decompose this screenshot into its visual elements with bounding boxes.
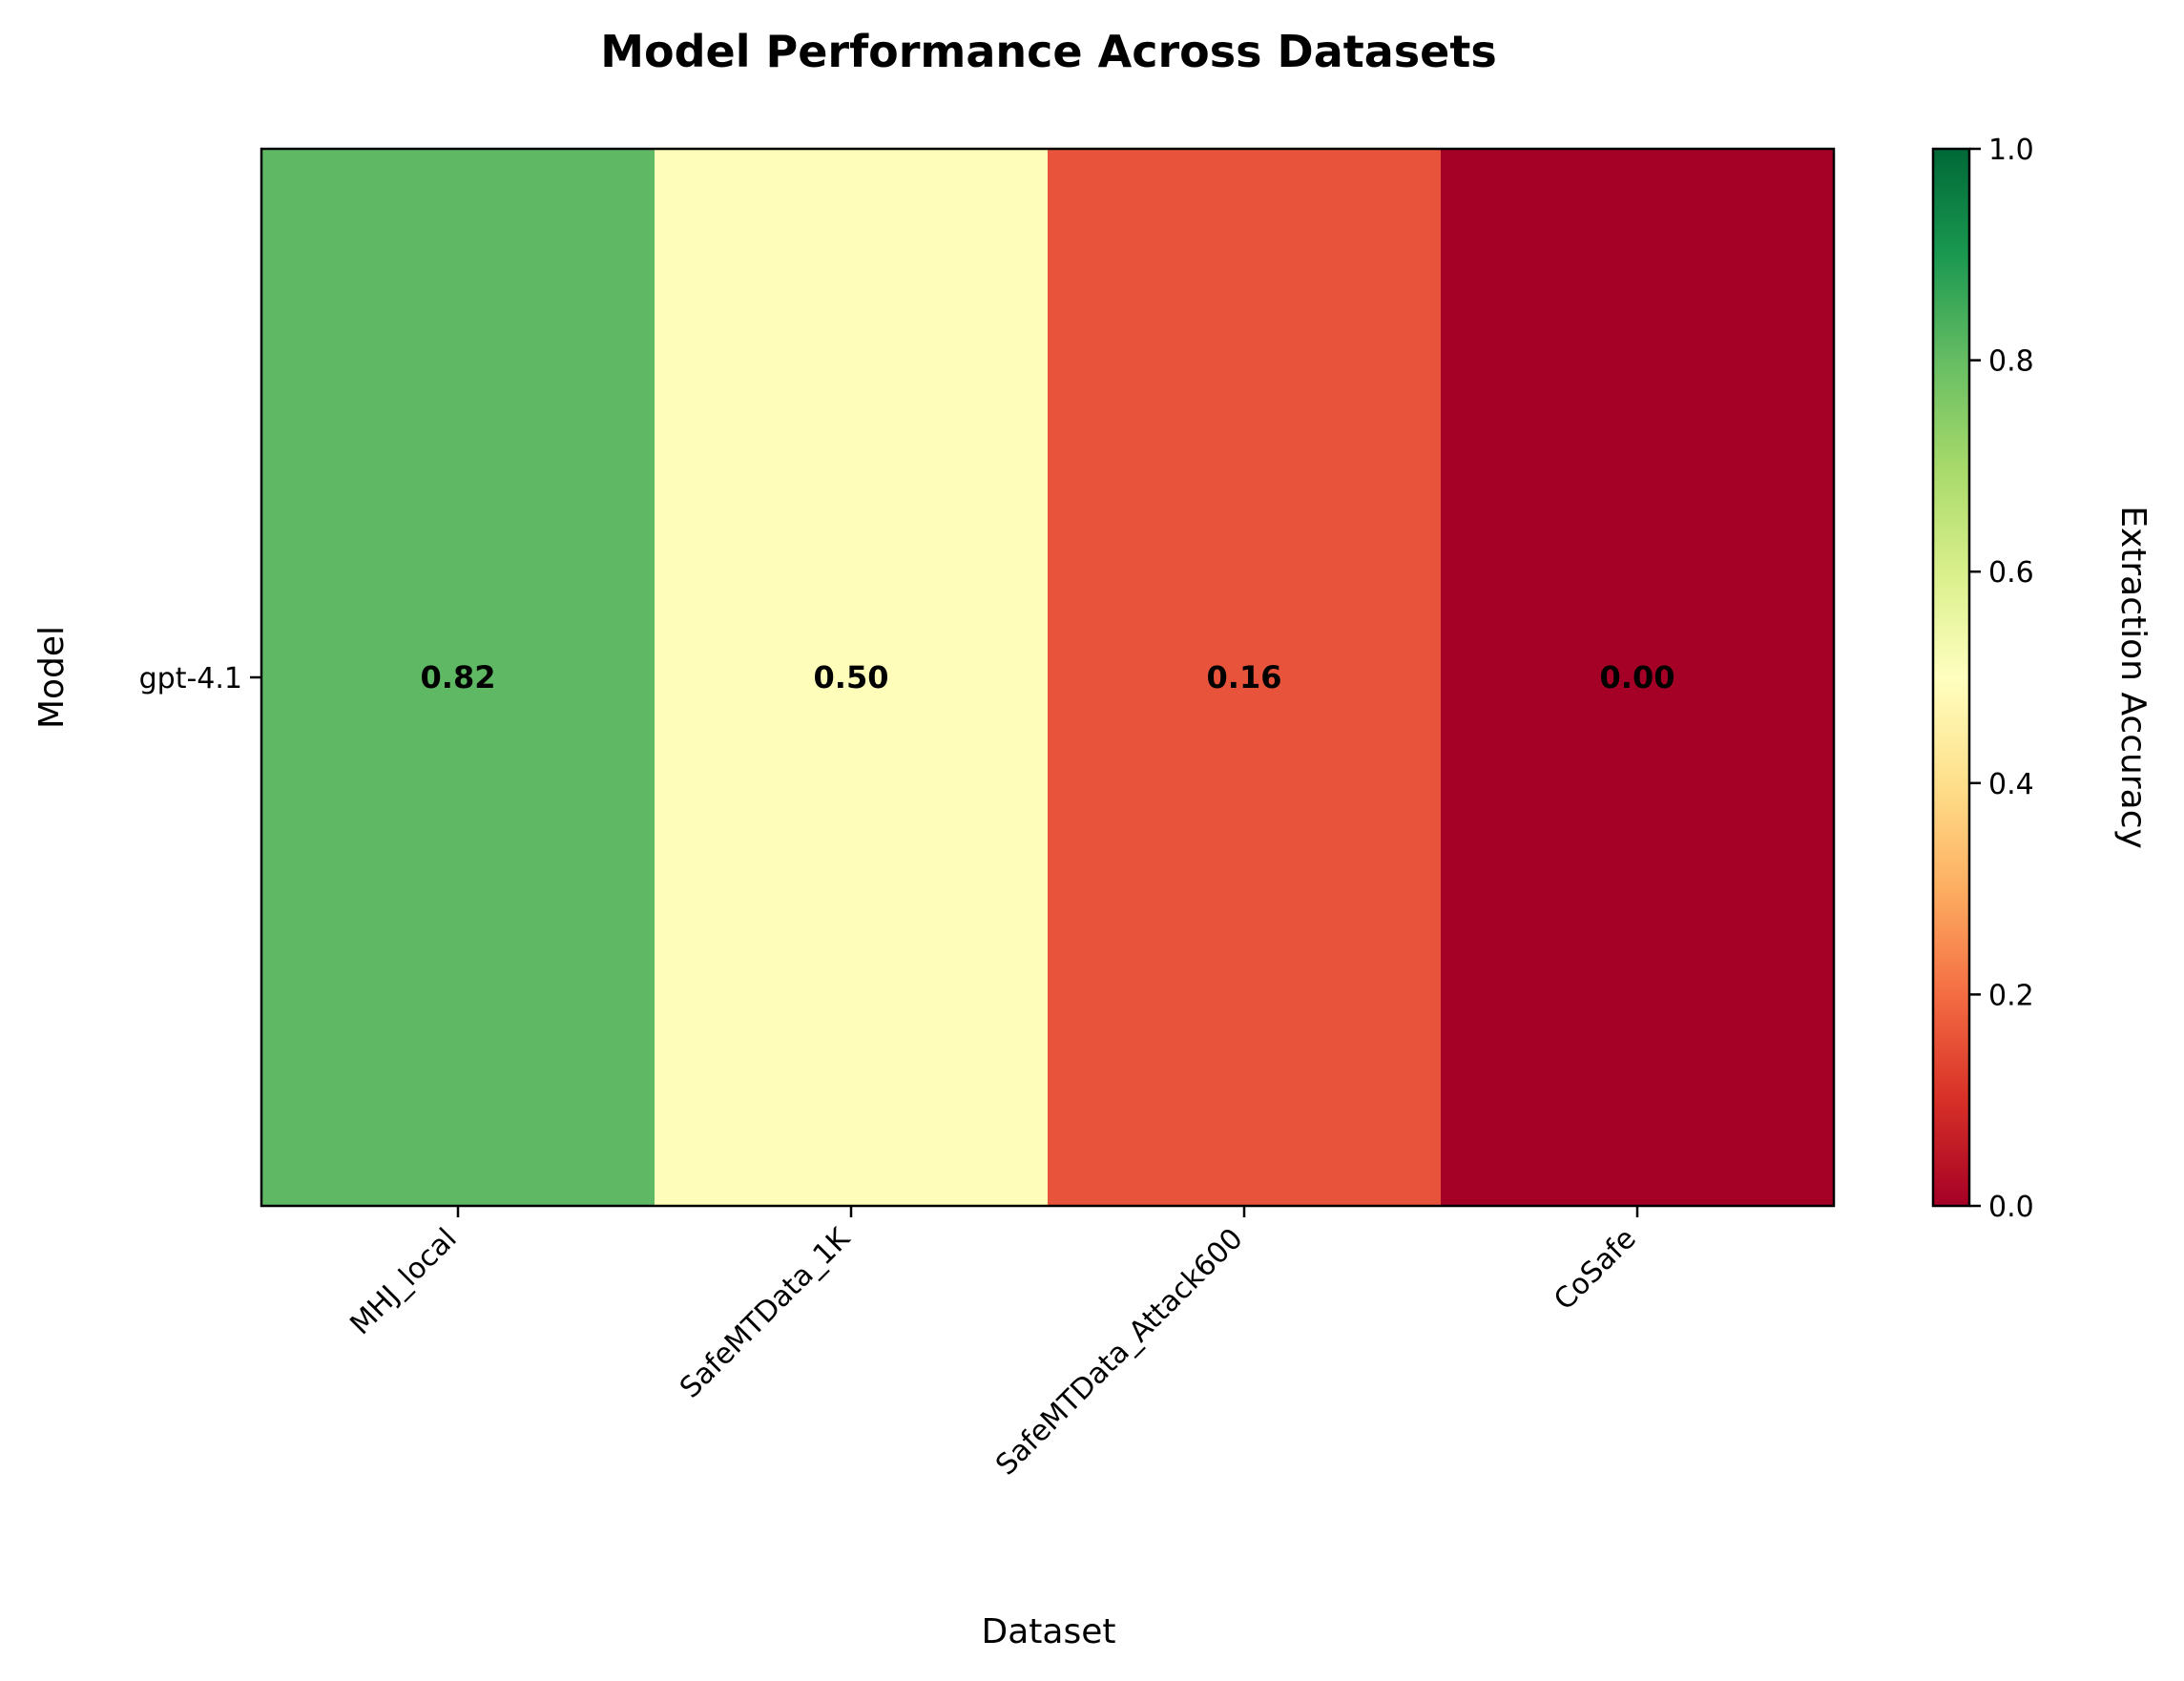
heatmap-cell bbox=[261, 149, 655, 1206]
cell-value-label: 0.50 bbox=[814, 659, 889, 695]
heatmap-cell bbox=[655, 149, 1049, 1206]
colorbar-tick-label: 0.2 bbox=[1988, 979, 2034, 1012]
cell-value-label: 0.00 bbox=[1600, 659, 1675, 695]
x-tick-label: CoSafe bbox=[1548, 1222, 1643, 1318]
heatmap-cell bbox=[1441, 149, 1835, 1206]
y-axis-ticks: gpt-4.1 bbox=[139, 662, 261, 695]
heatmap-cells bbox=[261, 149, 1835, 1206]
colorbar-tick-label: 0.0 bbox=[1988, 1191, 2034, 1224]
colorbar-tick-label: 0.8 bbox=[1988, 345, 2034, 379]
cell-value-label: 0.16 bbox=[1207, 659, 1282, 695]
x-tick-label: MHJ_local bbox=[343, 1222, 463, 1341]
y-axis-label: Model bbox=[32, 626, 72, 729]
colorbar-tick-label: 0.6 bbox=[1988, 556, 2034, 590]
x-axis-label: Dataset bbox=[982, 1612, 1116, 1651]
cell-value-labels: 0.82 0.50 0.16 0.00 bbox=[421, 659, 1675, 695]
colorbar-label: Extraction Accuracy bbox=[2113, 506, 2153, 849]
y-tick-label: gpt-4.1 bbox=[139, 662, 242, 695]
heatmap-cell bbox=[1048, 149, 1442, 1206]
x-tick-label: SafeMTData_Attack600 bbox=[989, 1222, 1249, 1482]
x-tick-label: SafeMTData_1K bbox=[674, 1221, 858, 1405]
colorbar-ticks: 0.0 0.2 0.4 0.6 0.8 1.0 bbox=[1969, 134, 2034, 1224]
colorbar bbox=[1931, 147, 1971, 1208]
cell-value-label: 0.82 bbox=[421, 659, 496, 695]
colorbar-tick-label: 0.4 bbox=[1988, 768, 2034, 801]
colorbar-tick-label: 1.0 bbox=[1988, 134, 2034, 167]
x-axis-ticks: MHJ_local SafeMTData_1K SafeMTData_Attack6… bbox=[343, 1206, 1643, 1482]
chart-title: Model Performance Across Datasets bbox=[600, 26, 1497, 77]
